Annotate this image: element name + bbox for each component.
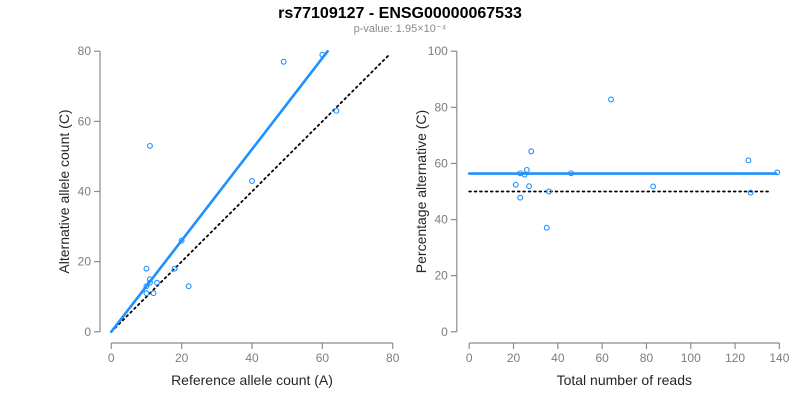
data-point bbox=[745, 157, 752, 164]
y-tick-label: 20 bbox=[78, 255, 92, 269]
x-tick-label: 20 bbox=[175, 351, 189, 365]
data-point bbox=[333, 107, 340, 114]
x-axis-label: Total number of reads bbox=[557, 372, 692, 388]
data-point bbox=[319, 51, 326, 58]
y-tick-label: 20 bbox=[434, 269, 448, 283]
y-tick-label: 100 bbox=[428, 44, 448, 58]
data-point bbox=[517, 170, 524, 177]
y-tick-label: 80 bbox=[434, 100, 448, 114]
y-axis-label: Percentage alternative (C) bbox=[413, 110, 429, 273]
data-point bbox=[143, 265, 150, 272]
data-point bbox=[543, 224, 550, 231]
data-point bbox=[512, 181, 519, 188]
data-point bbox=[650, 183, 657, 190]
x-tick-label: 80 bbox=[386, 351, 400, 365]
data-point bbox=[747, 189, 754, 196]
data-point bbox=[528, 148, 535, 155]
data-point bbox=[568, 170, 575, 177]
x-tick-label: 140 bbox=[769, 351, 789, 365]
y-tick-label: 60 bbox=[78, 114, 92, 128]
data-point bbox=[147, 276, 153, 283]
y-tick-label: 40 bbox=[78, 185, 92, 199]
right-plot: 0 20 40 60 80 100 120 140 0 20 40 60 80 100 Total numb… bbox=[413, 44, 790, 388]
y-tick-label: 0 bbox=[441, 325, 448, 339]
data-point bbox=[249, 178, 255, 184]
data-point bbox=[171, 265, 178, 272]
data-point bbox=[150, 290, 157, 297]
y-axis-label: Alternative allele count (C) bbox=[56, 109, 72, 273]
fit-line bbox=[109, 49, 329, 334]
x-tick-label: 0 bbox=[466, 351, 473, 365]
x-tick-label: 60 bbox=[595, 351, 609, 365]
data-point bbox=[147, 142, 153, 149]
x-tick-label: 80 bbox=[640, 351, 654, 365]
data-point bbox=[154, 279, 160, 286]
data-point bbox=[178, 237, 185, 244]
data-point bbox=[608, 96, 614, 103]
data-point bbox=[546, 188, 552, 195]
x-axis-label: Reference allele count (A) bbox=[171, 372, 333, 388]
y-tick-label: 40 bbox=[434, 213, 448, 227]
x-tick-label: 120 bbox=[725, 351, 745, 365]
data-point bbox=[774, 169, 781, 176]
data-point bbox=[523, 166, 530, 173]
y-tick-label: 60 bbox=[434, 156, 448, 170]
data-point bbox=[280, 58, 287, 65]
left-plot: 0 20 40 60 80 0 20 40 60 80 Reference allele count… bbox=[56, 44, 400, 388]
x-tick-label: 0 bbox=[108, 351, 115, 365]
data-point bbox=[185, 283, 192, 290]
data-point bbox=[526, 183, 532, 190]
y-tick-label: 0 bbox=[84, 325, 91, 339]
reference-line bbox=[110, 53, 391, 333]
x-tick-label: 40 bbox=[551, 351, 565, 365]
data-point bbox=[517, 194, 524, 201]
y-tick-label: 80 bbox=[78, 44, 92, 58]
x-tick-label: 60 bbox=[316, 351, 330, 365]
x-tick-label: 20 bbox=[507, 351, 521, 365]
data-point bbox=[147, 279, 153, 286]
data-point bbox=[143, 283, 150, 290]
x-tick-label: 40 bbox=[245, 351, 259, 365]
data-point bbox=[143, 290, 150, 297]
x-tick-label: 100 bbox=[681, 351, 701, 365]
